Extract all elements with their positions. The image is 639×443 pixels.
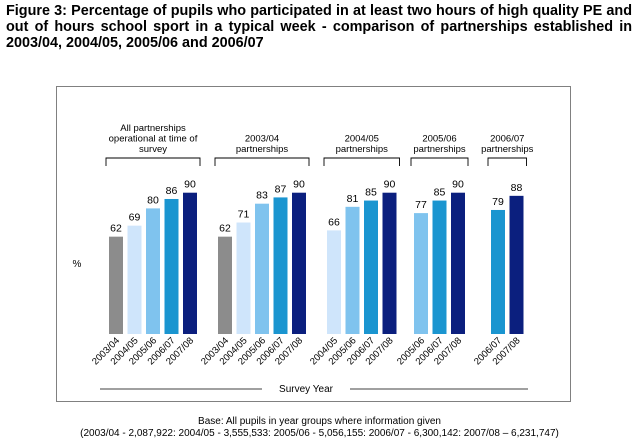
value-label-g2-2004-05: 71 [238,209,250,221]
bar-g3-2004-05 [327,230,341,334]
bar-g5-2006-07 [491,209,505,334]
value-label-g5-2006-07: 79 [492,196,504,208]
value-label-g3-2007-08: 90 [384,179,396,191]
bar-g1-2003-04 [109,236,123,334]
figure-title: Figure 3: Percentage of pupils who parti… [6,3,632,52]
group-label-4: 2005/06 partnerships [413,134,466,156]
group-label-2: 2003/04 partnerships [236,134,289,156]
bar-g4-2007-08 [451,192,465,334]
bar-g1-2007-08 [183,192,197,334]
value-label-g2-2006-07: 87 [275,183,287,195]
value-label-g2-2005-06: 83 [256,190,268,202]
bar-g2-2006-07 [273,197,288,334]
value-label-g5-2007-08: 88 [511,182,523,194]
value-label-g1-2007-08: 90 [184,179,196,191]
bar-g5-2007-08 [509,195,524,334]
group-bracket-1 [105,157,201,166]
base-note-line-2: (2003/04 - 2,087,922: 2004/05 - 3,555,53… [80,428,559,439]
y-axis-label: % [73,259,82,270]
base-note-line-1: Base: All pupils in year groups where in… [198,416,441,427]
value-label-g4-2006-07: 85 [434,187,446,199]
value-label-g4-2005-06: 77 [415,199,427,211]
bar-g3-2007-08 [382,192,397,334]
group-bracket-4 [410,157,469,166]
bar-g2-2005-06 [255,203,269,334]
group-bracket-2 [214,157,310,166]
bar-g2-2003-04 [218,236,232,334]
value-label-g1-2005-06: 80 [147,194,159,206]
group-bracket-3 [323,157,400,166]
value-label-g1-2004-05: 69 [129,212,141,224]
value-label-g2-2003-04: 62 [219,223,231,235]
value-label-g2-2007-08: 90 [293,179,305,191]
bar-g1-2005-06 [146,208,160,334]
value-label-g1-2003-04: 62 [110,223,122,235]
chart-frame [56,86,571,402]
group-label-1: All partnerships operational at time of su… [109,123,198,155]
bar-g1-2006-07 [164,198,179,334]
bar-g3-2005-06 [345,206,360,334]
value-label-g3-2006-07: 85 [365,187,377,199]
group-label-5: 2006/07 partnerships [481,134,534,156]
x-axis-title: Survey Year [279,384,334,395]
group-bracket-5 [487,157,527,166]
value-label-g3-2004-05: 66 [328,216,340,228]
value-label-g3-2005-06: 81 [347,193,359,205]
base-note: Base: All pupils in year groups where in… [0,416,639,440]
bar-g4-2005-06 [414,213,428,334]
bar-g2-2007-08 [292,192,306,334]
bar-g1-2004-05 [127,225,142,334]
bar-g4-2006-07 [432,200,447,334]
group-label-3: 2004/05 partnerships [336,134,389,156]
value-label-g4-2007-08: 90 [452,179,464,191]
bar-g2-2004-05 [236,222,251,334]
value-label-g1-2006-07: 86 [166,185,178,197]
bar-g3-2006-07 [364,200,378,334]
